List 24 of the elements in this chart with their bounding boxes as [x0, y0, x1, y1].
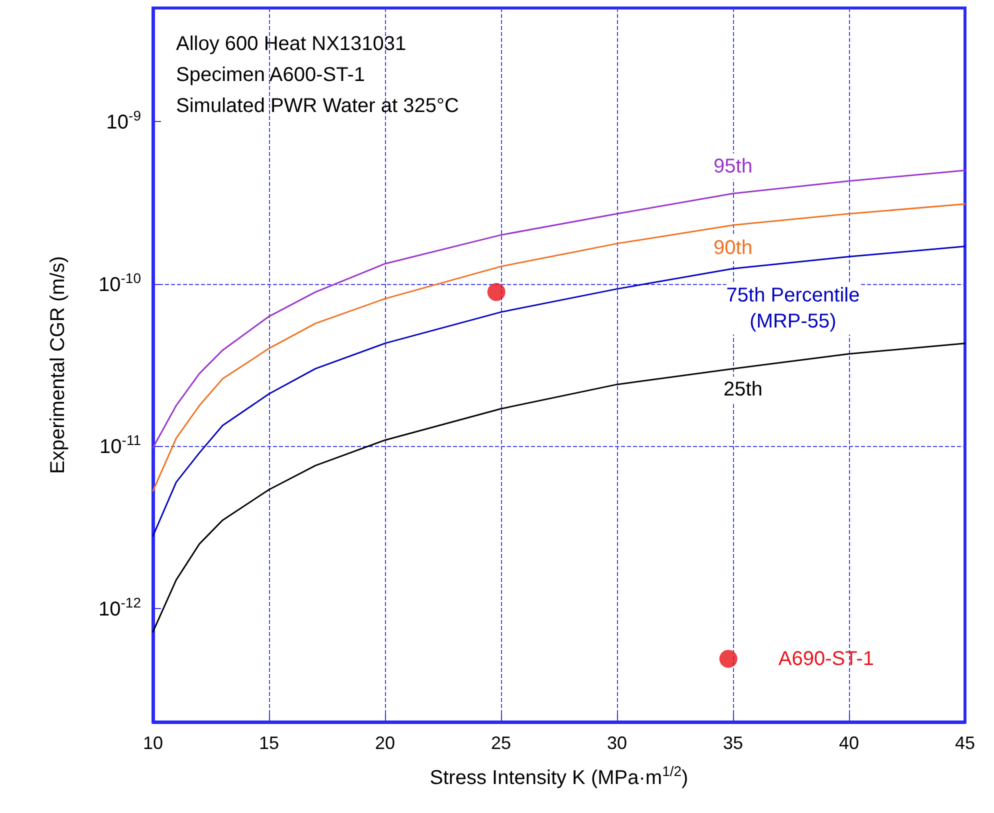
x-tick-label: 20 [374, 733, 396, 753]
y-tick-label: 10$^{-9}$ [106, 107, 142, 134]
annotation: Simulated PWR Water at 325°C [176, 95, 459, 117]
line-series [152, 203, 966, 492]
x-tick-label: 15 [258, 733, 280, 753]
line-series [152, 342, 966, 632]
x-tick-label: 40 [838, 733, 860, 753]
series-label: 75th Percentile (MRP-55) [726, 284, 860, 333]
y-tick-label: 10$^{-10}$ [98, 270, 142, 296]
series-label: 90th [714, 237, 752, 260]
x-tick-label: 25 [490, 733, 512, 753]
annotation: Alloy 600 Heat NX131031 [176, 33, 406, 55]
x-axis-title: Stress Intensity K (MPa·m$^{1/2}$) [430, 763, 688, 789]
x-tick-label: 10 [142, 733, 164, 753]
x-tick-label: 35 [722, 733, 744, 753]
text: A690-ST-1 [778, 648, 874, 670]
y-tick-label: 10$^{-11}$ [100, 432, 142, 458]
y-axis-title: Experimental CGR (m/s) [47, 256, 69, 474]
x-tick-label: 45 [954, 733, 976, 753]
series-label: 95th [714, 156, 752, 178]
y-tick-label: 10$^{-12}$ [98, 594, 142, 621]
series-label: 25th [724, 378, 762, 401]
annotation: Specimen A600-ST-1 [176, 64, 365, 86]
x-tick-label: 30 [606, 733, 628, 753]
